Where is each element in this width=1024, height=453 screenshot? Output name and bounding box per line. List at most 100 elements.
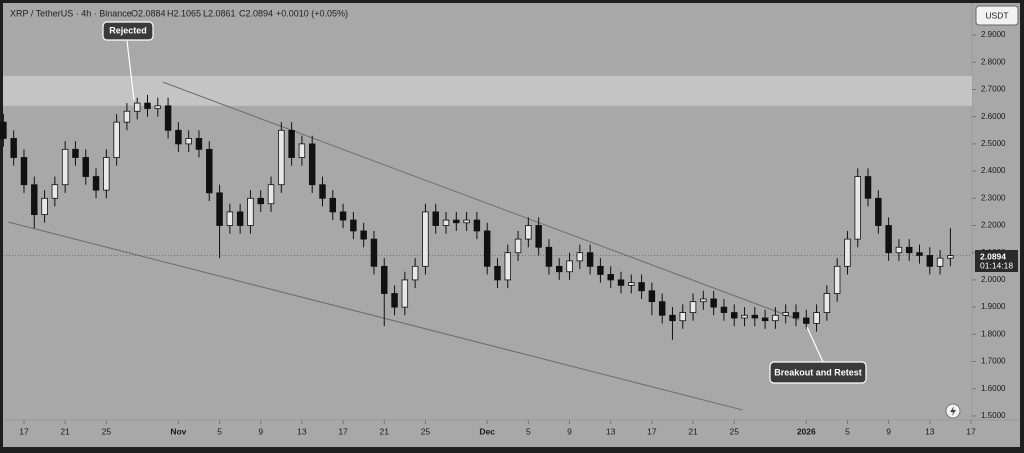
- candle-body: [123, 110, 131, 123]
- candle-body: [411, 265, 419, 281]
- y-tick-label: 2.4000: [981, 166, 1006, 175]
- y-tick-label: 2.7000: [981, 85, 1006, 94]
- y-tick-label: 2.5000: [981, 139, 1006, 148]
- x-tick-label: 17: [966, 426, 976, 436]
- candle-body: [319, 184, 326, 199]
- candle-body: [236, 211, 244, 226]
- candle-body: [329, 197, 337, 213]
- x-tick-label: 21: [380, 426, 390, 436]
- y-tick-label: 1.8000: [981, 329, 1006, 338]
- candle-body: [782, 312, 789, 316]
- last-price-box: [975, 250, 1018, 272]
- currency-button[interactable]: [975, 5, 1019, 26]
- x-tick-label: 5: [845, 426, 850, 436]
- candle-body: [226, 211, 234, 226]
- x-tick-label: 9: [258, 426, 263, 436]
- header-high: H2.1065: [167, 8, 201, 18]
- candle-body: [895, 246, 903, 254]
- candle-body: [556, 265, 563, 273]
- candle-body: [350, 219, 357, 232]
- x-tick-label: 17: [338, 426, 348, 436]
- y-tick-label: 1.6000: [981, 384, 1006, 393]
- candle-body: [432, 211, 439, 226]
- candle-body: [679, 312, 686, 322]
- candle-body: [453, 219, 460, 224]
- candle-body: [278, 129, 285, 186]
- candle-body: [586, 252, 594, 267]
- candle-body: [473, 219, 481, 232]
- x-tick-label: 9: [567, 426, 572, 436]
- candle-body: [741, 314, 748, 319]
- header-low: L2.0861: [203, 8, 236, 18]
- candle-body: [607, 274, 614, 281]
- candle-layer: [0, 94, 954, 340]
- x-tick-label: 21: [60, 426, 70, 436]
- candle-body: [525, 225, 532, 240]
- currency-label[interactable]: USDT: [985, 10, 1008, 20]
- y-tick-label: 2.8000: [981, 57, 1006, 66]
- candle-body: [638, 282, 645, 292]
- last-price: 2.0894: [980, 251, 1006, 261]
- countdown: 01:14:18: [980, 260, 1013, 270]
- candle-body: [288, 129, 295, 158]
- candle-body: [0, 121, 7, 139]
- candle-body: [597, 265, 604, 275]
- candle-body: [854, 176, 861, 240]
- candle-body: [41, 197, 48, 216]
- candle-body: [875, 197, 882, 226]
- candle-body: [195, 138, 203, 150]
- candle-body: [20, 157, 28, 186]
- candle-body: [916, 252, 923, 256]
- x-tick-label: 9: [886, 426, 891, 436]
- candle-body: [761, 317, 769, 322]
- y-tick-label: 1.5000: [981, 411, 1006, 420]
- candle-body: [751, 314, 759, 319]
- x-tick-label: Nov: [170, 426, 186, 436]
- x-tick-label: 25: [729, 426, 739, 436]
- candle-body: [92, 176, 100, 191]
- candle-body: [31, 184, 38, 216]
- candle-body: [792, 312, 800, 319]
- candle-body: [576, 252, 584, 262]
- candle-body: [175, 129, 182, 145]
- candle-body: [689, 301, 697, 313]
- zone-layer: [3, 75, 972, 106]
- candle-body: [648, 290, 656, 303]
- annotation-box: [769, 361, 867, 384]
- candle-body: [535, 225, 542, 248]
- candle-body: [216, 192, 223, 226]
- candle-body: [926, 255, 934, 267]
- candle-body: [545, 246, 553, 267]
- candle-body: [803, 317, 810, 324]
- candle-body: [154, 105, 162, 109]
- candle-body: [113, 121, 120, 158]
- replay-icon-glyph[interactable]: [950, 406, 956, 416]
- x-tick-label: Dec: [479, 426, 495, 436]
- candle-body: [308, 143, 316, 186]
- candle-body: [401, 279, 409, 308]
- candle-body: [813, 312, 820, 324]
- candle-body: [720, 306, 728, 313]
- candle-body: [566, 260, 573, 273]
- x-tick-label: 25: [102, 426, 112, 436]
- candle-body: [164, 105, 172, 131]
- candle-body: [339, 211, 347, 221]
- candle-body: [504, 252, 512, 281]
- candle-body: [864, 176, 872, 199]
- candle-body: [823, 293, 831, 313]
- candle-body: [669, 314, 676, 322]
- candle-body: [370, 238, 378, 267]
- candle-body: [247, 197, 254, 226]
- candle-body: [700, 298, 707, 303]
- candle-body: [494, 265, 501, 281]
- annotation-arrow: [806, 326, 824, 363]
- candle-body: [514, 238, 522, 254]
- y-tick-label: 1.9000: [981, 302, 1006, 311]
- candle-body: [772, 314, 779, 322]
- candle-body: [710, 298, 717, 308]
- candle-body: [833, 265, 841, 294]
- candle-body: [617, 279, 625, 286]
- candle-body: [360, 230, 367, 240]
- candle-body: [905, 246, 913, 254]
